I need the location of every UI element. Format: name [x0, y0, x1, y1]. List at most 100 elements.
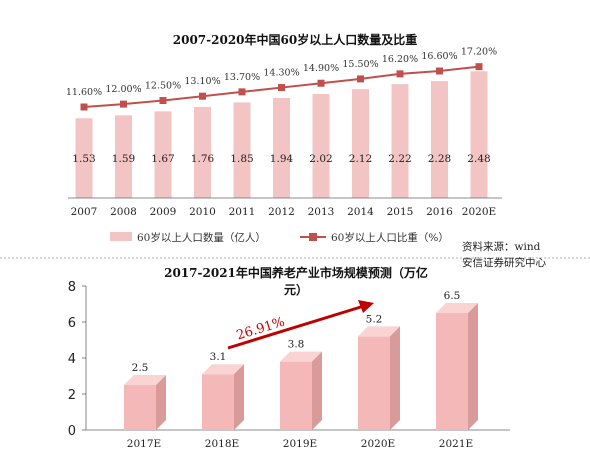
chart1-line-marker — [159, 97, 167, 105]
chart2-bar — [124, 385, 156, 430]
chart1-line-marker — [80, 103, 88, 111]
chart1-bar — [431, 81, 448, 198]
chart1-title: 2007-2020年中国60岁以上人口数量及比重 — [173, 32, 417, 47]
chart2-y-tick: 6 — [68, 316, 76, 331]
chart1-line-label: 12.50% — [145, 81, 181, 92]
legend-bar-swatch — [110, 232, 132, 241]
chart2-bar — [202, 374, 234, 430]
chart1-bar — [75, 118, 93, 198]
chart1-line-marker — [475, 63, 483, 71]
chart2-bar — [280, 361, 312, 430]
chart1-line-label: 11.60% — [66, 87, 102, 98]
growth-arrow-line — [227, 304, 365, 350]
chart2-bar-value: 6.5 — [444, 290, 461, 302]
chart2-bar-value: 3.8 — [288, 339, 305, 351]
chart2-bar-side — [234, 364, 244, 430]
chart1-bar-value: 1.76 — [191, 153, 215, 165]
chart1-bar — [312, 94, 330, 198]
chart1-line-marker — [199, 92, 206, 100]
chart1-x-tick: 2012 — [268, 206, 295, 218]
chart2-y-ticks: 0 2 4 6 8 — [68, 280, 86, 439]
source-line-2: 安信证券研究中心 — [462, 256, 546, 269]
chart2-x-tick: 2019E — [283, 438, 317, 450]
chart2-bar-value: 5.2 — [366, 313, 383, 325]
chart1-x-tick: 2014 — [347, 206, 374, 218]
chart1-bar-value: 1.67 — [151, 153, 174, 165]
chart1-bar — [154, 111, 172, 198]
chart2-bar-side — [312, 351, 322, 430]
chart2-bar-side — [468, 303, 478, 430]
chart1-line-label: 16.20% — [382, 54, 418, 65]
chart1-x-tick: 2016 — [426, 206, 453, 218]
chart1-x-tick: 2013 — [308, 206, 335, 218]
chart2-bar-side — [390, 326, 400, 430]
chart1-x-tick: 2015 — [387, 206, 414, 218]
chart1-bar — [233, 102, 251, 198]
chart1-bar-value: 2.22 — [388, 153, 411, 165]
chart1-line-marker — [396, 70, 404, 78]
chart2-bar-top — [124, 375, 166, 385]
growth-arrow-head — [358, 300, 374, 313]
chart2-bar-value: 3.1 — [210, 351, 227, 363]
chart1-line-label: 14.30% — [263, 68, 299, 79]
chart2-y-tick: 8 — [68, 280, 76, 295]
chart2-x-tick: 2018E — [205, 438, 239, 450]
chart1-bar-value: 2.48 — [467, 153, 490, 165]
chart1-bar — [470, 71, 488, 198]
chart2-y-tick: 2 — [68, 388, 76, 403]
chart2-y-tick: 0 — [68, 424, 76, 439]
chart1-bar-value: 1.94 — [270, 153, 294, 165]
chart1-bar-value: 1.53 — [72, 153, 95, 165]
chart2-title-line-2: 元） — [284, 282, 308, 297]
chart2-x-tick: 2021E — [439, 438, 473, 450]
chart1-x-tick: 2009 — [150, 206, 177, 218]
chart2-title-line-1: 2017-2021年中国养老产业市场规模预测（万亿 — [164, 265, 428, 280]
chart1-bar-value: 1.59 — [112, 153, 135, 165]
chart1-bar — [194, 106, 211, 198]
chart2-x-tick: 2017E — [127, 438, 161, 450]
chart2-bar-top — [202, 364, 244, 375]
chart1-line-label: 12.00% — [105, 84, 141, 95]
chart1-line-label: 13.10% — [184, 76, 220, 87]
chart2-bar-value: 2.5 — [132, 362, 149, 374]
chart2-bar-top — [358, 326, 400, 337]
chart1-x-tick: 2008 — [110, 206, 137, 218]
chart1-x-ticks: 2007 2008 2009 2010 2011 2012 2013 2014 2015 2016… — [71, 206, 497, 218]
chart1-line-marker — [120, 100, 127, 108]
legend-bar-label: 60岁以上人口数量（亿人） — [137, 231, 266, 244]
chart1-line-marker — [278, 84, 285, 92]
chart1-bar — [352, 89, 369, 198]
chart1-bar-value: 2.28 — [428, 153, 451, 165]
chart2-x-tick: 2020E — [361, 438, 395, 450]
chart1-line-marker — [238, 88, 246, 96]
chart1-x-tick: 2011 — [229, 206, 256, 218]
chart1-line-marker — [357, 75, 364, 83]
legend-line-label: 60岁以上人口比重（%） — [331, 231, 449, 244]
chart2-bar — [436, 313, 468, 430]
chart1-bar-value: 2.12 — [349, 153, 372, 165]
chart1-x-tick: 2010 — [189, 206, 216, 218]
chart1-bar — [115, 115, 132, 198]
chart2-bar-top — [280, 351, 322, 362]
chart1-bar-value: 2.02 — [309, 153, 332, 165]
chart1-line-label: 16.60% — [421, 51, 457, 62]
chart2-x-ticks: 2017E 2018E 2019E 2020E 2021E — [127, 438, 473, 450]
source-line-1: 资料来源：wind — [462, 240, 541, 253]
chart2-bar-side — [156, 375, 166, 430]
chart1-bar — [273, 97, 290, 198]
chart1-bar — [391, 84, 409, 198]
chart1-line-marker — [317, 79, 325, 87]
chart2-bar — [358, 336, 390, 430]
chart1-line-label: 15.50% — [342, 59, 378, 70]
chart1-line-label: 17.20% — [461, 47, 497, 58]
chart1-line-marker — [436, 67, 443, 75]
legend-line-marker — [309, 233, 317, 241]
chart1-x-tick: 2007 — [71, 206, 98, 218]
chart1-line-label: 13.70% — [224, 72, 260, 83]
chart1-bars: 1.53 1.59 1.67 1.76 1.85 1.94 2.02 2.12 2.22 2.28… — [72, 71, 491, 198]
chart1-x-tick: 2020E — [462, 206, 496, 218]
chart1-line: 11.60% 12.00% 12.50% 13.10% 13.70% 14.30% 14.9… — [66, 47, 497, 111]
chart1-line-label: 14.90% — [303, 63, 339, 74]
chart2-y-tick: 4 — [68, 352, 76, 367]
